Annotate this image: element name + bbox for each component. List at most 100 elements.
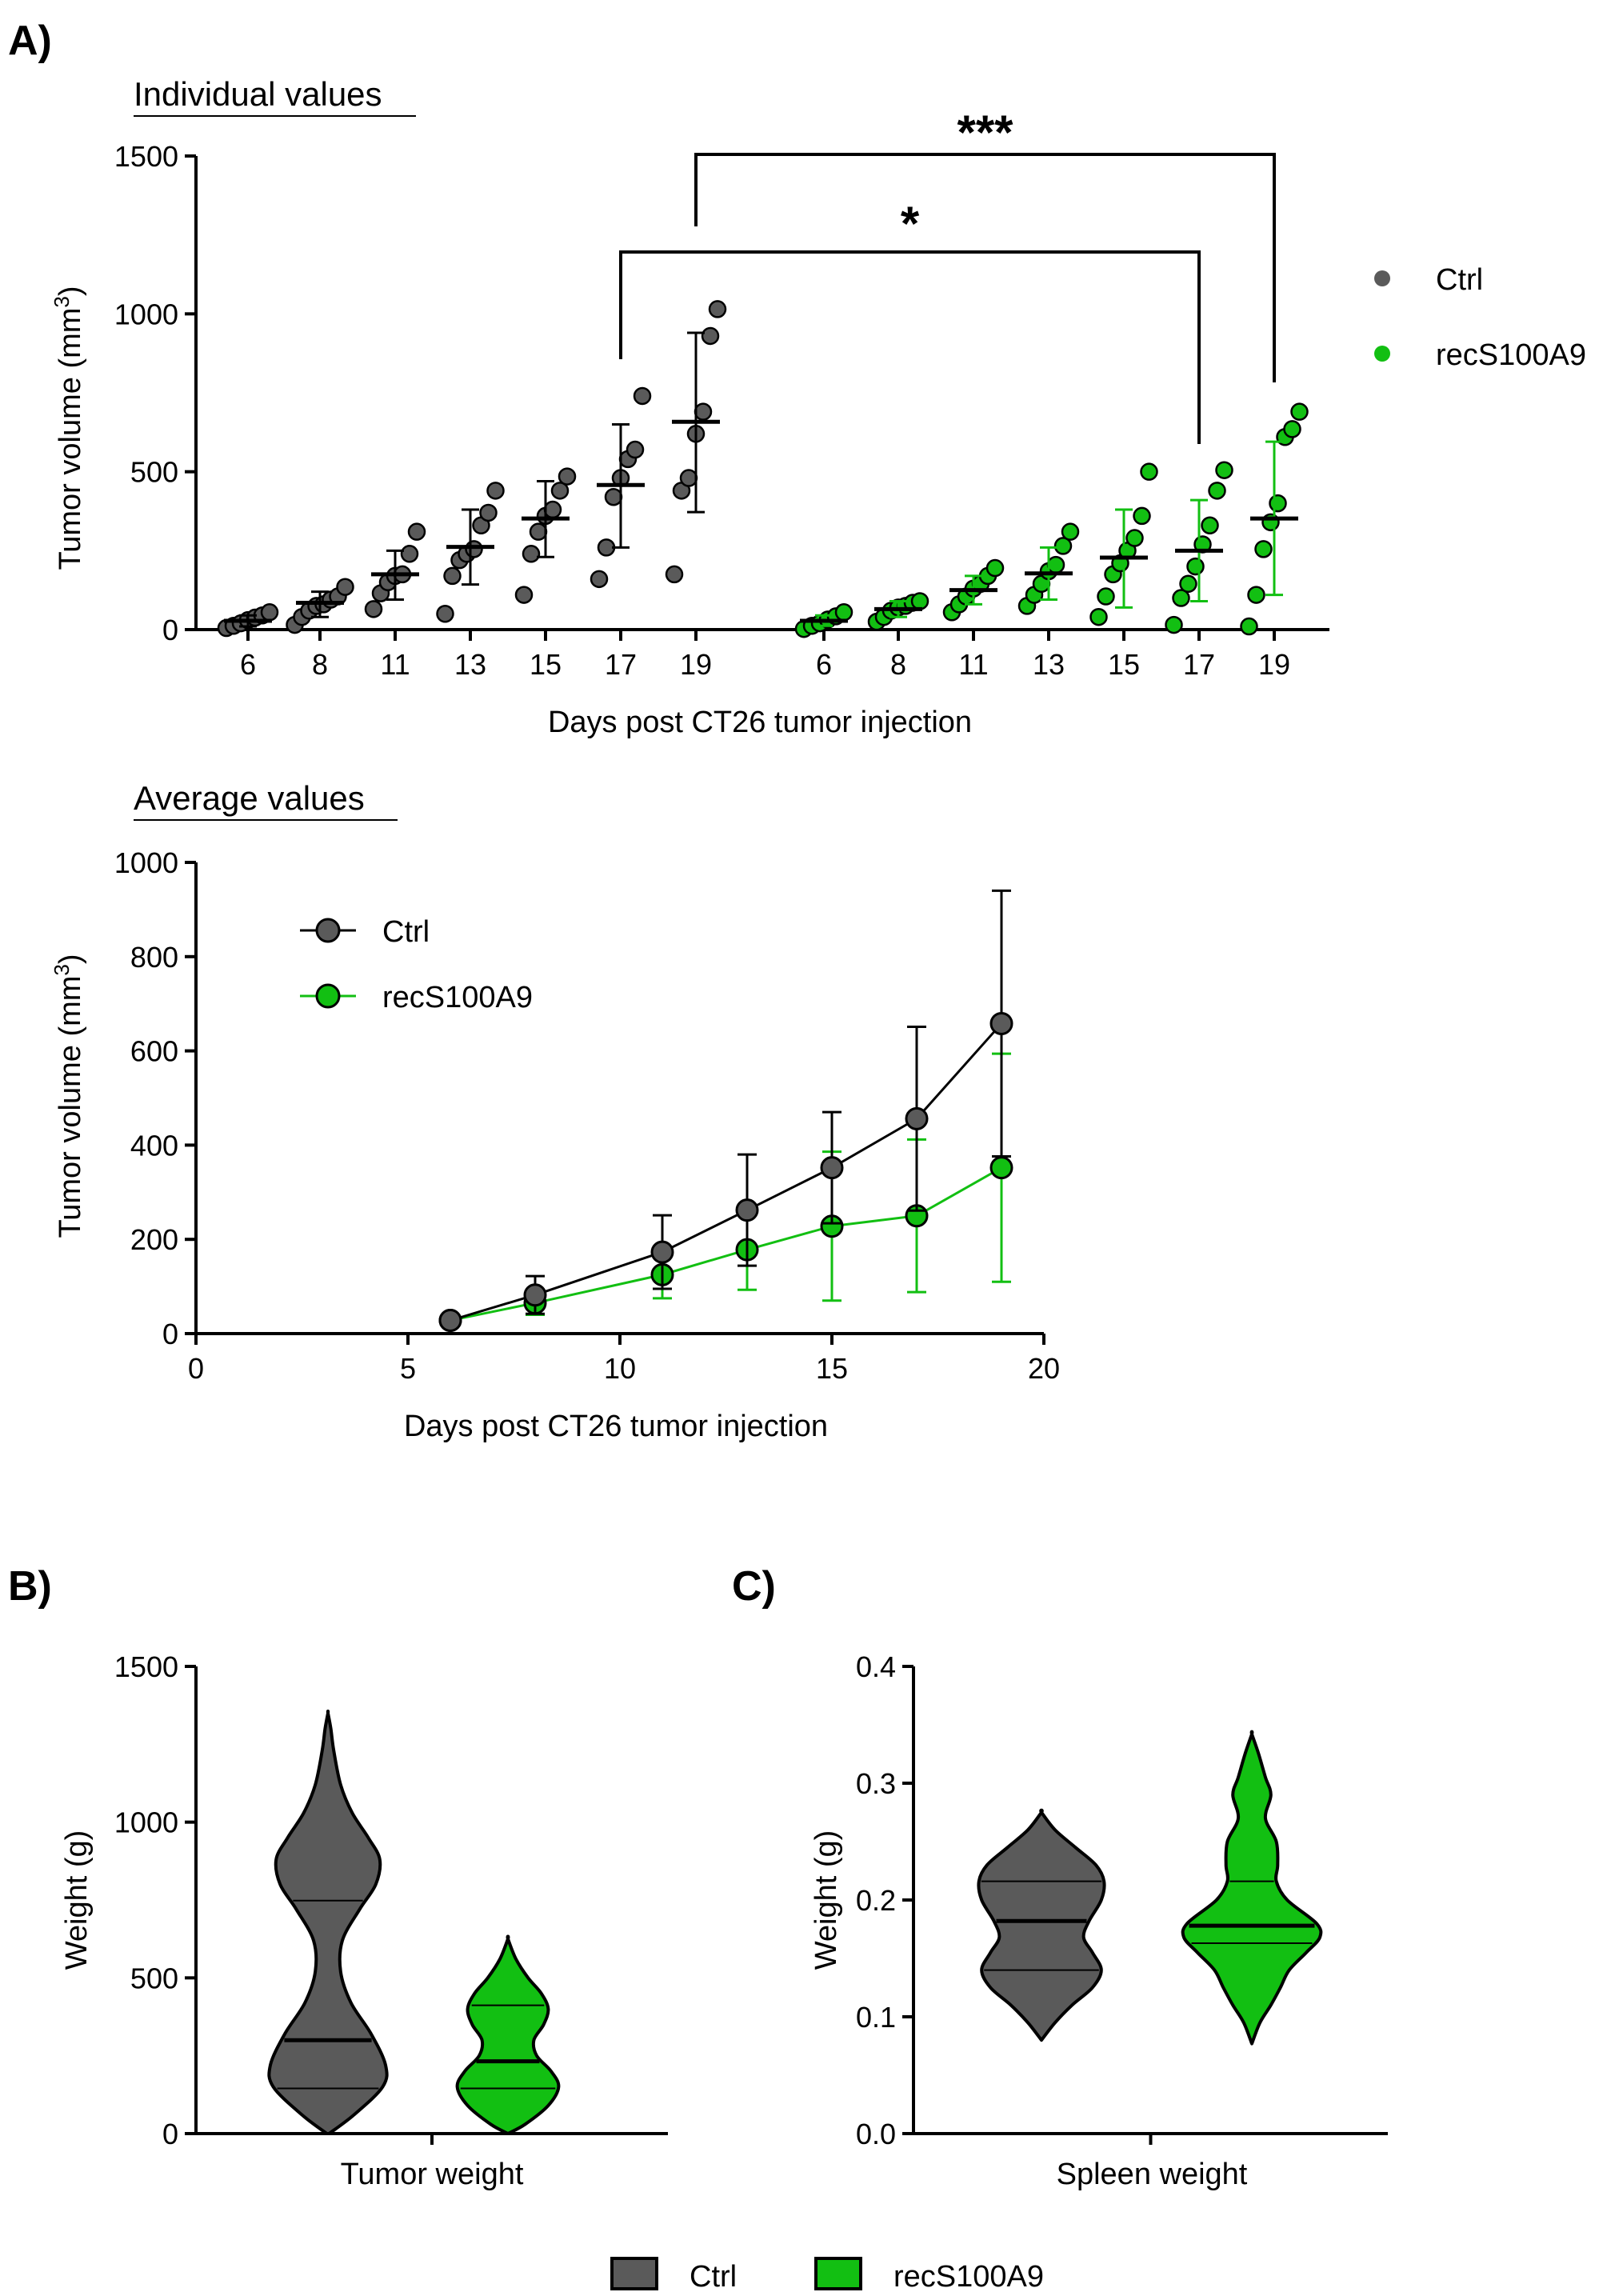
spleen-weight-violin-chart: Weight (g) Spleen weight 0.0 0.1 0.2 0.3 0.4: [809, 1650, 1388, 2191]
line-y-tick-label: 600: [130, 1035, 178, 1068]
scatter-point: [1172, 589, 1190, 607]
line-point: [523, 1283, 547, 1307]
scatter-point: [1053, 537, 1073, 555]
bottom-legend: Ctrl recS100A9: [610, 2257, 1044, 2294]
line-x-axis-title: Days post CT26 tumor injection: [404, 1410, 828, 1443]
legend-ctrl-label: Ctrl: [1436, 263, 1483, 297]
line-legend-ctrl-marker: [315, 918, 341, 943]
bottom-legend-recs100a9-label: recS100A9: [893, 2260, 1044, 2294]
scatter-y-tick-label: 500: [130, 456, 178, 489]
line-x-tick-label: 0: [188, 1352, 204, 1385]
line-y-tick-label: 0: [162, 1318, 178, 1350]
line-point: [989, 1011, 1013, 1035]
scatter-point: [543, 500, 562, 519]
scatter-point: [479, 503, 498, 522]
bottom-legend-ctrl-swatch: [610, 2257, 658, 2290]
scatter-point: [1240, 617, 1258, 636]
line-point: [438, 1309, 462, 1333]
panel-label-c: C): [732, 1563, 776, 1610]
significance-star-17: *: [901, 197, 920, 250]
line-y-tick-label: 800: [130, 941, 178, 974]
violin-y-tick-label: 0.4: [856, 1650, 896, 1683]
scatter-point: [1097, 587, 1115, 606]
scatter-point: [1283, 420, 1301, 438]
violin-body-recs100a9: [1181, 1730, 1323, 2046]
scatter-y-tick-label: 1000: [114, 298, 178, 330]
scatter-point: [604, 487, 623, 506]
violin-y-tick-label: 1500: [114, 1650, 178, 1683]
scatter-x-tick-label: 19: [1258, 648, 1290, 681]
violin-body-recs100a9: [455, 1934, 561, 2135]
scatter-x-tick-label: 8: [312, 648, 328, 681]
scatter-point: [1061, 522, 1080, 541]
scatter-x-tick-label: 13: [1033, 648, 1065, 681]
scatter-point: [550, 482, 570, 500]
line-legend: Ctrl recS100A9: [300, 915, 533, 1014]
scatter-x-tick-label: 17: [605, 648, 637, 681]
scatter-point: [1165, 615, 1183, 634]
scatter-x-tick-label: 6: [240, 648, 256, 681]
scatter-point: [1247, 586, 1265, 604]
legend-recs100a9-marker: [1374, 346, 1390, 362]
line-legend-ctrl-label: Ctrl: [382, 915, 430, 949]
scatter-x-tick-label: 8: [890, 648, 906, 681]
scatter-x-tick-label: 15: [530, 648, 562, 681]
scatter-point: [694, 402, 713, 421]
line-ylabel-main: Tumor volume (mm: [54, 976, 87, 1238]
scatter-x-tick-label: 11: [380, 648, 410, 681]
scatter-point: [1089, 607, 1108, 626]
violin-y-tick-label: 0.1: [856, 2001, 896, 2034]
scatter-point: [1269, 494, 1287, 513]
scatter-point: [1133, 506, 1151, 526]
scatter-point: [486, 482, 505, 500]
panel-label-a: A): [8, 18, 52, 64]
scatter-point: [436, 605, 454, 623]
scatter-point: [529, 522, 548, 541]
scatter-point: [514, 586, 534, 604]
violin-y-tick-label: 500: [130, 1962, 178, 1994]
scatter-ylabel-main: Tumor volume (mm: [54, 308, 87, 570]
line-legend-recs100a9-label: recS100A9: [382, 981, 533, 1014]
line-y-tick-label: 400: [130, 1129, 178, 1162]
scatter-point: [1186, 557, 1205, 576]
scatter-point: [558, 467, 577, 486]
scatter-ylabel-close: ): [54, 286, 87, 296]
scatter-point: [985, 558, 1005, 578]
line-subtitle: Average values: [134, 779, 365, 817]
scatter-y-tick-label: 1500: [114, 140, 178, 173]
scatter-y-axis-title: Tumor volume (mm3): [50, 286, 87, 570]
individual-values-chart: Individual values Tumor volume (mm3) Day…: [50, 75, 1586, 739]
scatter-x-tick-label: 17: [1183, 648, 1215, 681]
legend-ctrl-marker: [1374, 270, 1390, 286]
violin-y-tick-label: 0.2: [856, 1884, 896, 1917]
scatter-point: [260, 603, 279, 622]
scatter-point: [1179, 574, 1197, 594]
line-x-tick-label: 20: [1028, 1352, 1060, 1385]
line-x-tick-label: 15: [816, 1352, 848, 1385]
spleen-violin-y-axis-title: Weight (g): [809, 1830, 843, 1970]
line-ylabel-close: ): [54, 954, 87, 964]
scatter-x-tick-label: 13: [454, 648, 486, 681]
significance-bracket-19: [694, 153, 1276, 382]
scatter-point: [633, 386, 652, 406]
violin-y-tick-label: 0.0: [856, 2118, 896, 2150]
line-x-tick-label: 5: [400, 1352, 416, 1385]
scatter-point: [1215, 461, 1233, 479]
line-y-axis-title: Tumor volume (mm3): [50, 954, 87, 1238]
scatter-point: [590, 570, 609, 589]
scatter-point: [626, 440, 645, 459]
scatter-point: [336, 578, 354, 596]
bottom-legend-recs100a9-swatch: [814, 2257, 862, 2290]
scatter-point: [522, 545, 541, 563]
scatter-point: [1046, 555, 1065, 574]
scatter-point: [400, 545, 419, 563]
line-y-tick-label: 200: [130, 1223, 178, 1256]
scatter-point: [407, 522, 426, 541]
line-x-tick-label: 10: [604, 1352, 636, 1385]
line-legend-recs100a9-marker: [315, 983, 341, 1009]
scatter-point: [834, 603, 853, 622]
tumor-violin-x-axis-title: Tumor weight: [341, 2158, 524, 2191]
line-ylabel-sup: 3: [50, 964, 74, 975]
scatter-point: [364, 600, 383, 618]
